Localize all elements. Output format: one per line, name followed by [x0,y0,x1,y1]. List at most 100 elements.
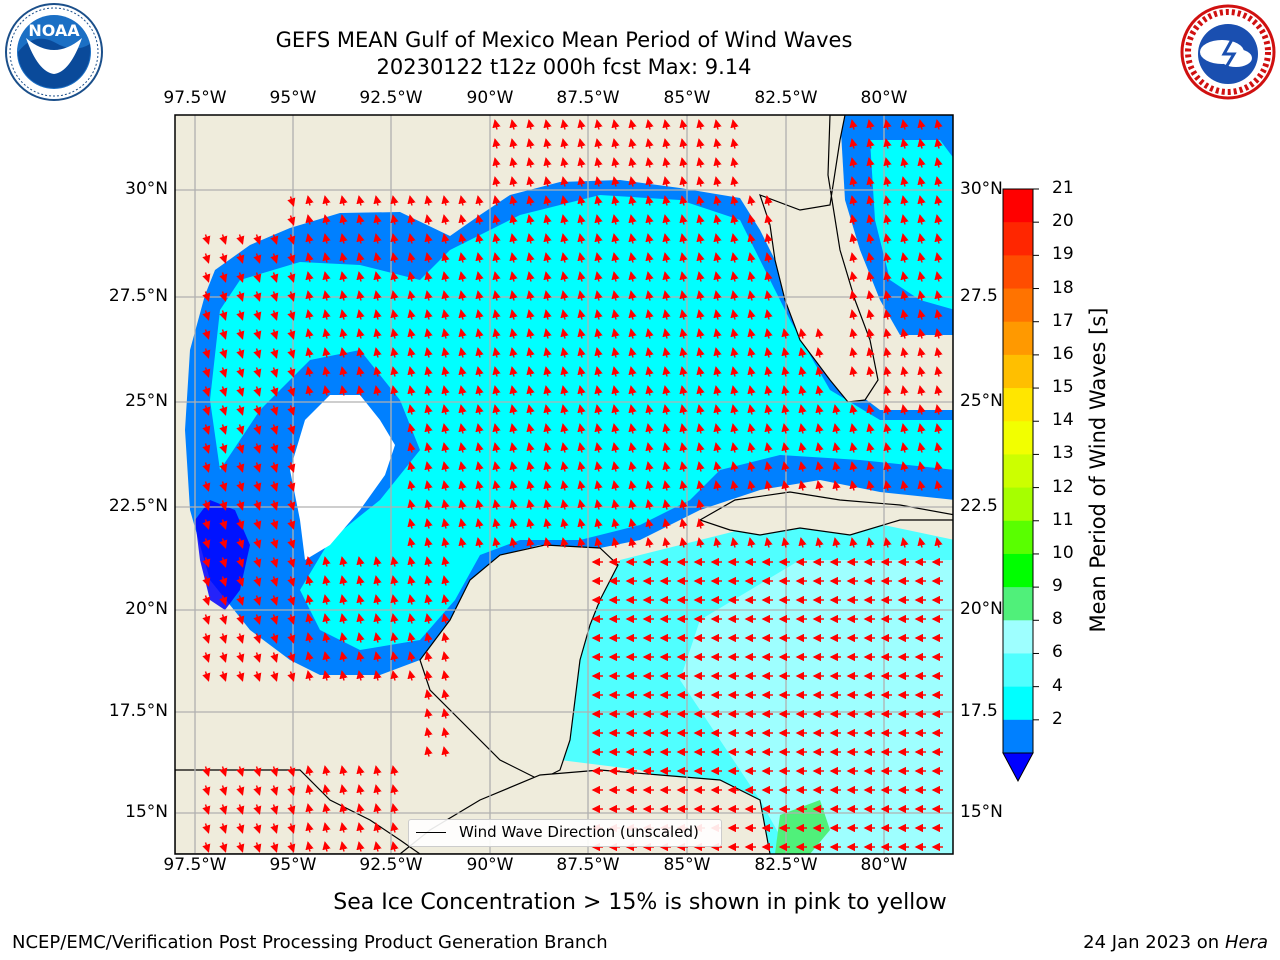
wind-arrow [679,385,688,396]
wind-arrow [287,785,296,796]
wind-arrow [339,803,348,814]
wind-arrow [713,404,722,415]
wind-arrow [509,271,518,282]
wind-arrow [526,271,535,282]
wind-arrow [934,271,943,282]
wind-arrow [270,538,279,549]
wind-arrow [509,252,518,263]
wind-arrow [202,329,211,340]
wind-arrow [849,157,858,168]
wind-arrow [322,366,331,377]
colorbar-tick-label: 9 [1052,576,1063,597]
lon-tick-bottom: 85°W [663,855,711,875]
wind-arrow [390,328,399,339]
wind-arrow [526,309,535,320]
wind-arrow [696,442,705,453]
wind-arrow [594,252,603,263]
wind-arrow [764,309,773,320]
wind-arrow [492,157,501,168]
wind-arrow [883,480,892,491]
wind-arrow [611,480,620,491]
lon-tick-top: 87.5°W [556,88,620,108]
wind-arrow [543,461,552,472]
wind-arrow [628,423,637,434]
wind-arrow [407,651,416,662]
wind-arrow [883,461,892,472]
wind-arrow [253,500,262,511]
wind-arrow [917,119,926,130]
wind-arrow [356,651,365,662]
wind-arrow [339,366,348,377]
colorbar-tick-label: 4 [1052,675,1063,696]
wind-arrow [287,481,296,492]
wind-arrow [730,423,739,434]
lon-tick-bottom: 80°W [860,855,908,875]
wind-arrow [236,519,245,530]
wind-arrow [798,461,807,472]
wind-arrow [373,651,382,662]
wind-arrow [934,195,943,206]
wind-arrow [713,271,722,282]
wind-arrow [849,214,858,225]
wind-arrow [492,233,501,244]
wind-arrow [253,272,262,283]
wind-arrow [253,424,262,435]
wind-arrow [526,119,535,130]
wind-arrow [407,328,416,339]
wind-arrow [253,576,262,587]
wind-arrow [305,290,314,301]
wind-arrow [373,195,382,206]
wind-arrow [407,670,416,681]
wind-arrow [475,480,484,491]
wind-arrow [662,271,671,282]
wind-arrow [236,557,245,568]
wind-arrow [322,575,331,586]
colorbar-tick-label: 17 [1052,310,1074,331]
wind-arrow [866,461,875,472]
wind-arrow [611,195,620,206]
wind-arrow [849,119,858,130]
wind-arrow [883,252,892,263]
wind-arrow [934,385,943,396]
wind-arrow [373,290,382,301]
wind-arrow [475,385,484,396]
lat-tick-right: 20°N [960,599,1003,619]
wind-arrow [407,461,416,472]
wind-arrow [611,499,620,510]
wind-arrow [747,328,756,339]
wind-arrow [934,119,943,130]
wind-arrow [526,214,535,225]
wind-arrow [543,271,552,282]
wind-arrow [764,480,773,491]
wind-arrow [202,253,211,264]
wind-arrow [492,366,501,377]
wind-arrow [798,537,807,548]
colorbar-tick-label: 6 [1052,642,1063,663]
wind-arrow [339,328,348,339]
wind-arrow [441,442,450,453]
lon-tick-top: 97.5°W [163,88,227,108]
wind-arrow [322,632,331,643]
wind-arrow [594,233,603,244]
wind-arrow [611,119,620,130]
wind-arrow [934,138,943,149]
wind-arrow [441,499,450,510]
wind-arrow [424,442,433,453]
wind-arrow [560,461,569,472]
wind-arrow [781,347,790,358]
wind-arrow [424,708,433,719]
wind-arrow [253,481,262,492]
wind-arrow [356,347,365,358]
wind-arrow [560,119,569,130]
wind-arrow [202,272,211,283]
wind-arrow [253,329,262,340]
wind-arrow [662,290,671,301]
wind-arrow [305,214,314,225]
sea-ice-caption: Sea Ice Concentration > 15% is shown in … [333,890,947,915]
wind-arrow [322,803,331,814]
wind-arrow [236,253,245,264]
lon-tick-top: 80°W [860,88,908,108]
wind-arrow [628,252,637,263]
wind-arrow [662,537,671,548]
colorbar-tick-label: 16 [1052,343,1074,364]
